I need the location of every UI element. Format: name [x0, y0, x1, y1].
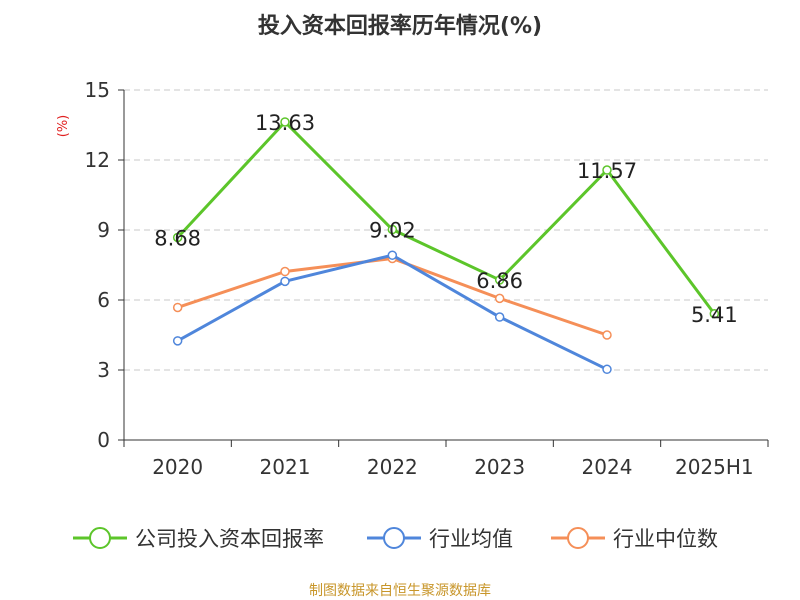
series-line — [177, 256, 608, 337]
axes: 0 3 6 9 12 15 2020 2021 2022 2023 2024 2025H1 — [85, 78, 769, 479]
data-point — [280, 117, 290, 127]
data-point — [172, 232, 183, 243]
series-2 — [172, 250, 612, 375]
data-labels: 8.68 13.63 9.02 6.86 11.57 5.41 — [154, 111, 737, 327]
y-tick-label: 12 — [85, 148, 110, 172]
data-label: 8.68 — [154, 226, 201, 250]
legend-label: 行业均值 — [429, 527, 513, 551]
y-tick-label: 0 — [97, 428, 110, 452]
y-tick-label: 3 — [97, 358, 110, 382]
legend-marker — [89, 527, 111, 549]
data-point — [172, 336, 183, 346]
x-tick-label: 2020 — [152, 455, 203, 479]
x-tick-label: 2022 — [367, 455, 418, 479]
data-label: 9.02 — [369, 219, 416, 243]
y-axis-label: (%) — [56, 115, 71, 138]
legend-item-1: 公司投入资本回报率 — [73, 527, 324, 551]
x-tick-label: 2023 — [474, 455, 525, 479]
source-note: 制图数据来自恒生聚源数据库 — [309, 583, 491, 599]
legend-marker — [567, 527, 589, 549]
legend: 公司投入资本回报率 行业均值 行业中位数 — [73, 527, 718, 551]
series-group — [172, 117, 720, 375]
series-line — [176, 120, 716, 315]
data-point — [709, 309, 720, 319]
data-point — [494, 312, 505, 322]
chart-title: 投入资本回报率历年情况(%) — [258, 13, 542, 39]
series-3 — [172, 253, 612, 340]
data-label: 5.41 — [691, 303, 738, 327]
legend-marker — [383, 527, 405, 549]
data-point — [602, 165, 612, 175]
data-point — [387, 250, 398, 260]
x-tick-label: 2024 — [582, 455, 633, 479]
data-point — [172, 302, 183, 313]
legend-item-2: 行业均值 — [367, 527, 513, 551]
y-tick-label: 9 — [97, 218, 110, 242]
x-tick-label: 2025H1 — [675, 455, 754, 479]
data-label: 13.63 — [255, 111, 315, 135]
y-tick-label: 6 — [97, 288, 110, 312]
x-tick-label: 2021 — [260, 455, 311, 479]
series-1 — [172, 117, 720, 319]
data-point — [602, 364, 612, 375]
data-label: 6.86 — [476, 269, 523, 293]
grid — [124, 89, 768, 371]
data-label: 11.57 — [577, 159, 637, 183]
data-point — [494, 293, 505, 304]
legend-label: 行业中位数 — [613, 527, 718, 551]
data-point — [494, 275, 505, 285]
legend-item-3: 行业中位数 — [551, 527, 718, 551]
data-point — [280, 276, 290, 287]
y-tick-label: 15 — [85, 78, 110, 102]
data-point — [387, 224, 398, 235]
legend-label: 公司投入资本回报率 — [135, 527, 324, 551]
data-point — [602, 330, 612, 340]
data-point — [280, 266, 290, 277]
